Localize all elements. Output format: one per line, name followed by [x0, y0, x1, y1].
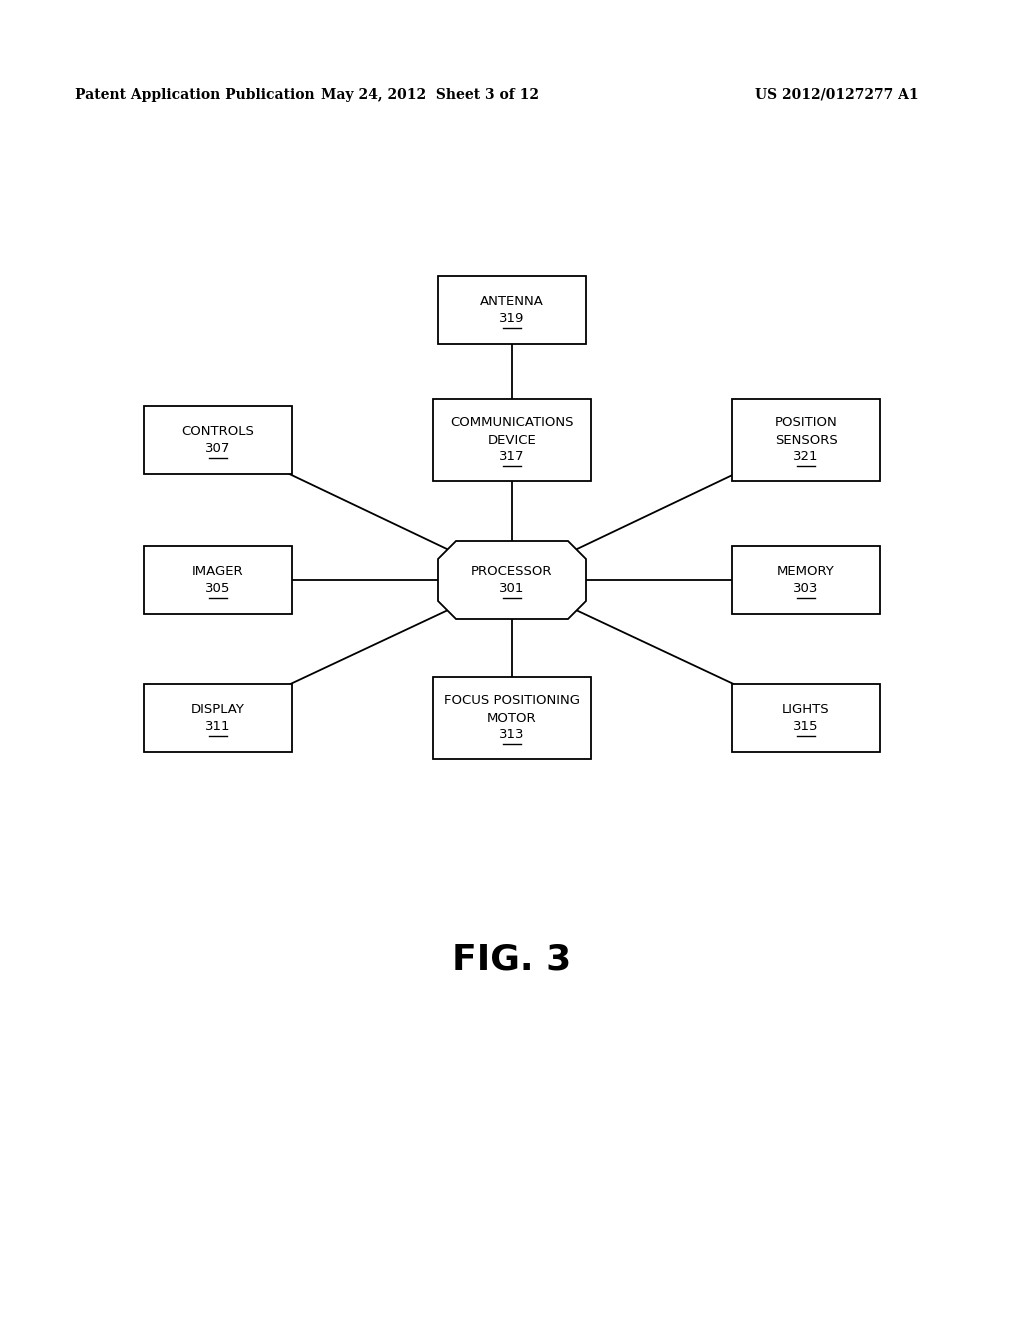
Bar [433, 677, 591, 759]
Text: CONTROLS: CONTROLS [181, 425, 254, 438]
Text: 319: 319 [500, 312, 524, 325]
Bar [732, 684, 880, 752]
Bar [433, 399, 591, 480]
Bar [438, 276, 586, 345]
Polygon shape [438, 541, 586, 619]
Bar [732, 546, 880, 614]
Text: DISPLAY: DISPLAY [191, 704, 245, 715]
Text: POSITION: POSITION [774, 417, 838, 429]
Text: 313: 313 [500, 729, 524, 742]
Text: MEMORY: MEMORY [777, 565, 835, 578]
Text: US 2012/0127277 A1: US 2012/0127277 A1 [755, 88, 919, 102]
Text: LIGHTS: LIGHTS [782, 704, 829, 715]
Text: PROCESSOR: PROCESSOR [471, 565, 553, 578]
Text: ANTENNA: ANTENNA [480, 294, 544, 308]
Text: Patent Application Publication: Patent Application Publication [75, 88, 314, 102]
Text: FOCUS POSITIONING: FOCUS POSITIONING [444, 694, 580, 708]
Text: 301: 301 [500, 582, 524, 595]
Text: MOTOR: MOTOR [487, 711, 537, 725]
Text: 321: 321 [794, 450, 819, 463]
Text: COMMUNICATIONS: COMMUNICATIONS [451, 417, 573, 429]
Bar [144, 684, 292, 752]
Text: May 24, 2012  Sheet 3 of 12: May 24, 2012 Sheet 3 of 12 [321, 88, 539, 102]
Bar [144, 407, 292, 474]
Text: 303: 303 [794, 582, 818, 595]
Text: FIG. 3: FIG. 3 [453, 942, 571, 977]
Text: SENSORS: SENSORS [774, 433, 838, 446]
Text: DEVICE: DEVICE [487, 433, 537, 446]
Text: 305: 305 [206, 582, 230, 595]
Text: 315: 315 [794, 719, 819, 733]
Bar [144, 546, 292, 614]
Text: IMAGER: IMAGER [193, 565, 244, 578]
Text: 311: 311 [205, 719, 230, 733]
Text: 307: 307 [206, 442, 230, 455]
Bar [732, 399, 880, 480]
Text: 317: 317 [500, 450, 524, 463]
